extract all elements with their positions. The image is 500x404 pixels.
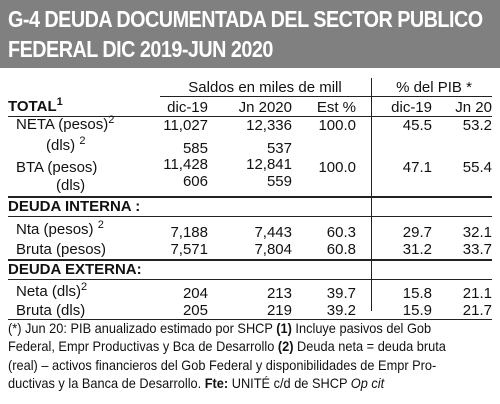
- section-rule: [8, 196, 492, 198]
- total-label: TOTAL1: [8, 96, 63, 116]
- cell: 12,841: [246, 156, 292, 173]
- cell: 32.1: [462, 224, 492, 241]
- cell: 100.0: [318, 159, 356, 176]
- row-label-neta-dls: (dls) 2: [46, 135, 86, 155]
- cell: 537: [266, 140, 292, 157]
- cell: 7,443: [254, 224, 292, 241]
- cell: 55.4: [462, 159, 492, 176]
- row-label-bta-pesos: BTA (pesos): [16, 159, 98, 176]
- cell: 60.8: [326, 241, 356, 258]
- header-rule: [8, 116, 492, 117]
- section-rule: [8, 259, 492, 261]
- row-label-bruta-dls-ext: Bruta (dls): [16, 302, 86, 319]
- col-dic19: dic-19: [167, 99, 208, 116]
- section-rule: [8, 216, 492, 217]
- cell: 21.1: [462, 285, 492, 302]
- col-jn2020: Jn 2020: [238, 99, 292, 116]
- cell: 39.7: [326, 285, 356, 302]
- cell: 39.2: [326, 302, 356, 319]
- col-pib-dic19: dic-19: [391, 99, 432, 116]
- section-deuda-interna: DEUDA INTERNA :: [8, 198, 141, 215]
- col-est: Est %: [316, 99, 356, 116]
- row-label-nta-pesos: Nta (pesos) 2: [16, 219, 104, 239]
- cell: 213: [266, 285, 292, 302]
- group-underline: [160, 96, 492, 97]
- row-label-bruta-pesos: Bruta (pesos): [16, 241, 107, 258]
- saldos-header: Saldos en miles de mill: [188, 79, 342, 96]
- title-line-1: G-4 DEUDA DOCUMENTADA DEL SECTOR PUBLICO: [8, 6, 483, 32]
- pib-divider: [371, 78, 372, 311]
- cell: 204: [182, 285, 208, 302]
- cell: 219: [266, 302, 292, 319]
- cell: 559: [266, 173, 292, 190]
- cell: 29.7: [402, 224, 432, 241]
- cell: 7,804: [254, 241, 292, 258]
- footnote-line: Federal, Empr Productivas y Bca de Desar…: [8, 339, 446, 355]
- cell: 100.0: [318, 117, 356, 134]
- title-banner: G-4 DEUDA DOCUMENTADA DEL SECTOR PUBLICO…: [0, 0, 500, 68]
- cell: 11,428: [163, 156, 208, 173]
- cell: 47.1: [402, 159, 432, 176]
- footnote-line: ductivas y la Banca de Desarrollo. Fte: …: [8, 376, 385, 392]
- cell: 7,571: [170, 241, 208, 258]
- total-note: 1: [56, 96, 63, 108]
- cell: 33.7: [462, 241, 492, 258]
- cell: 12,336: [246, 117, 292, 134]
- cell: 11,027: [163, 117, 208, 134]
- cell: 15.8: [402, 285, 432, 302]
- row-label-neta-dls-ext: Neta (dls)2: [16, 281, 88, 301]
- cell: 7,188: [170, 224, 208, 241]
- cell: 31.2: [402, 241, 432, 258]
- row-label-neta-pesos: NETA (pesos)2: [16, 114, 115, 134]
- cell: 21.7: [462, 302, 492, 319]
- section-rule: [8, 279, 492, 280]
- pib-header: % del PIB *: [396, 79, 472, 96]
- row-label-bta-dls: (dls): [56, 177, 86, 194]
- cell: 585: [182, 140, 208, 157]
- footer-rule: [8, 319, 492, 320]
- col-pib-jn20: Jn 20: [455, 99, 492, 116]
- cell: 606: [182, 173, 208, 190]
- footnote-line: (real) – activos financieros del Gob Fed…: [8, 357, 437, 373]
- cell: 45.5: [402, 117, 432, 134]
- footnote: (*) Jun 20: PIB anualizado estimado por …: [8, 320, 496, 394]
- title-line-2: FEDERAL DIC 2019-JUN 2020: [8, 36, 273, 62]
- section-deuda-externa: DEUDA EXTERNA:: [8, 261, 142, 278]
- cell: 60.3: [326, 224, 356, 241]
- cell: 53.2: [462, 117, 492, 134]
- cell: 15.9: [402, 302, 432, 319]
- footnote-line: (*) Jun 20: PIB anualizado estimado por …: [8, 321, 432, 336]
- cell: 205: [182, 302, 208, 319]
